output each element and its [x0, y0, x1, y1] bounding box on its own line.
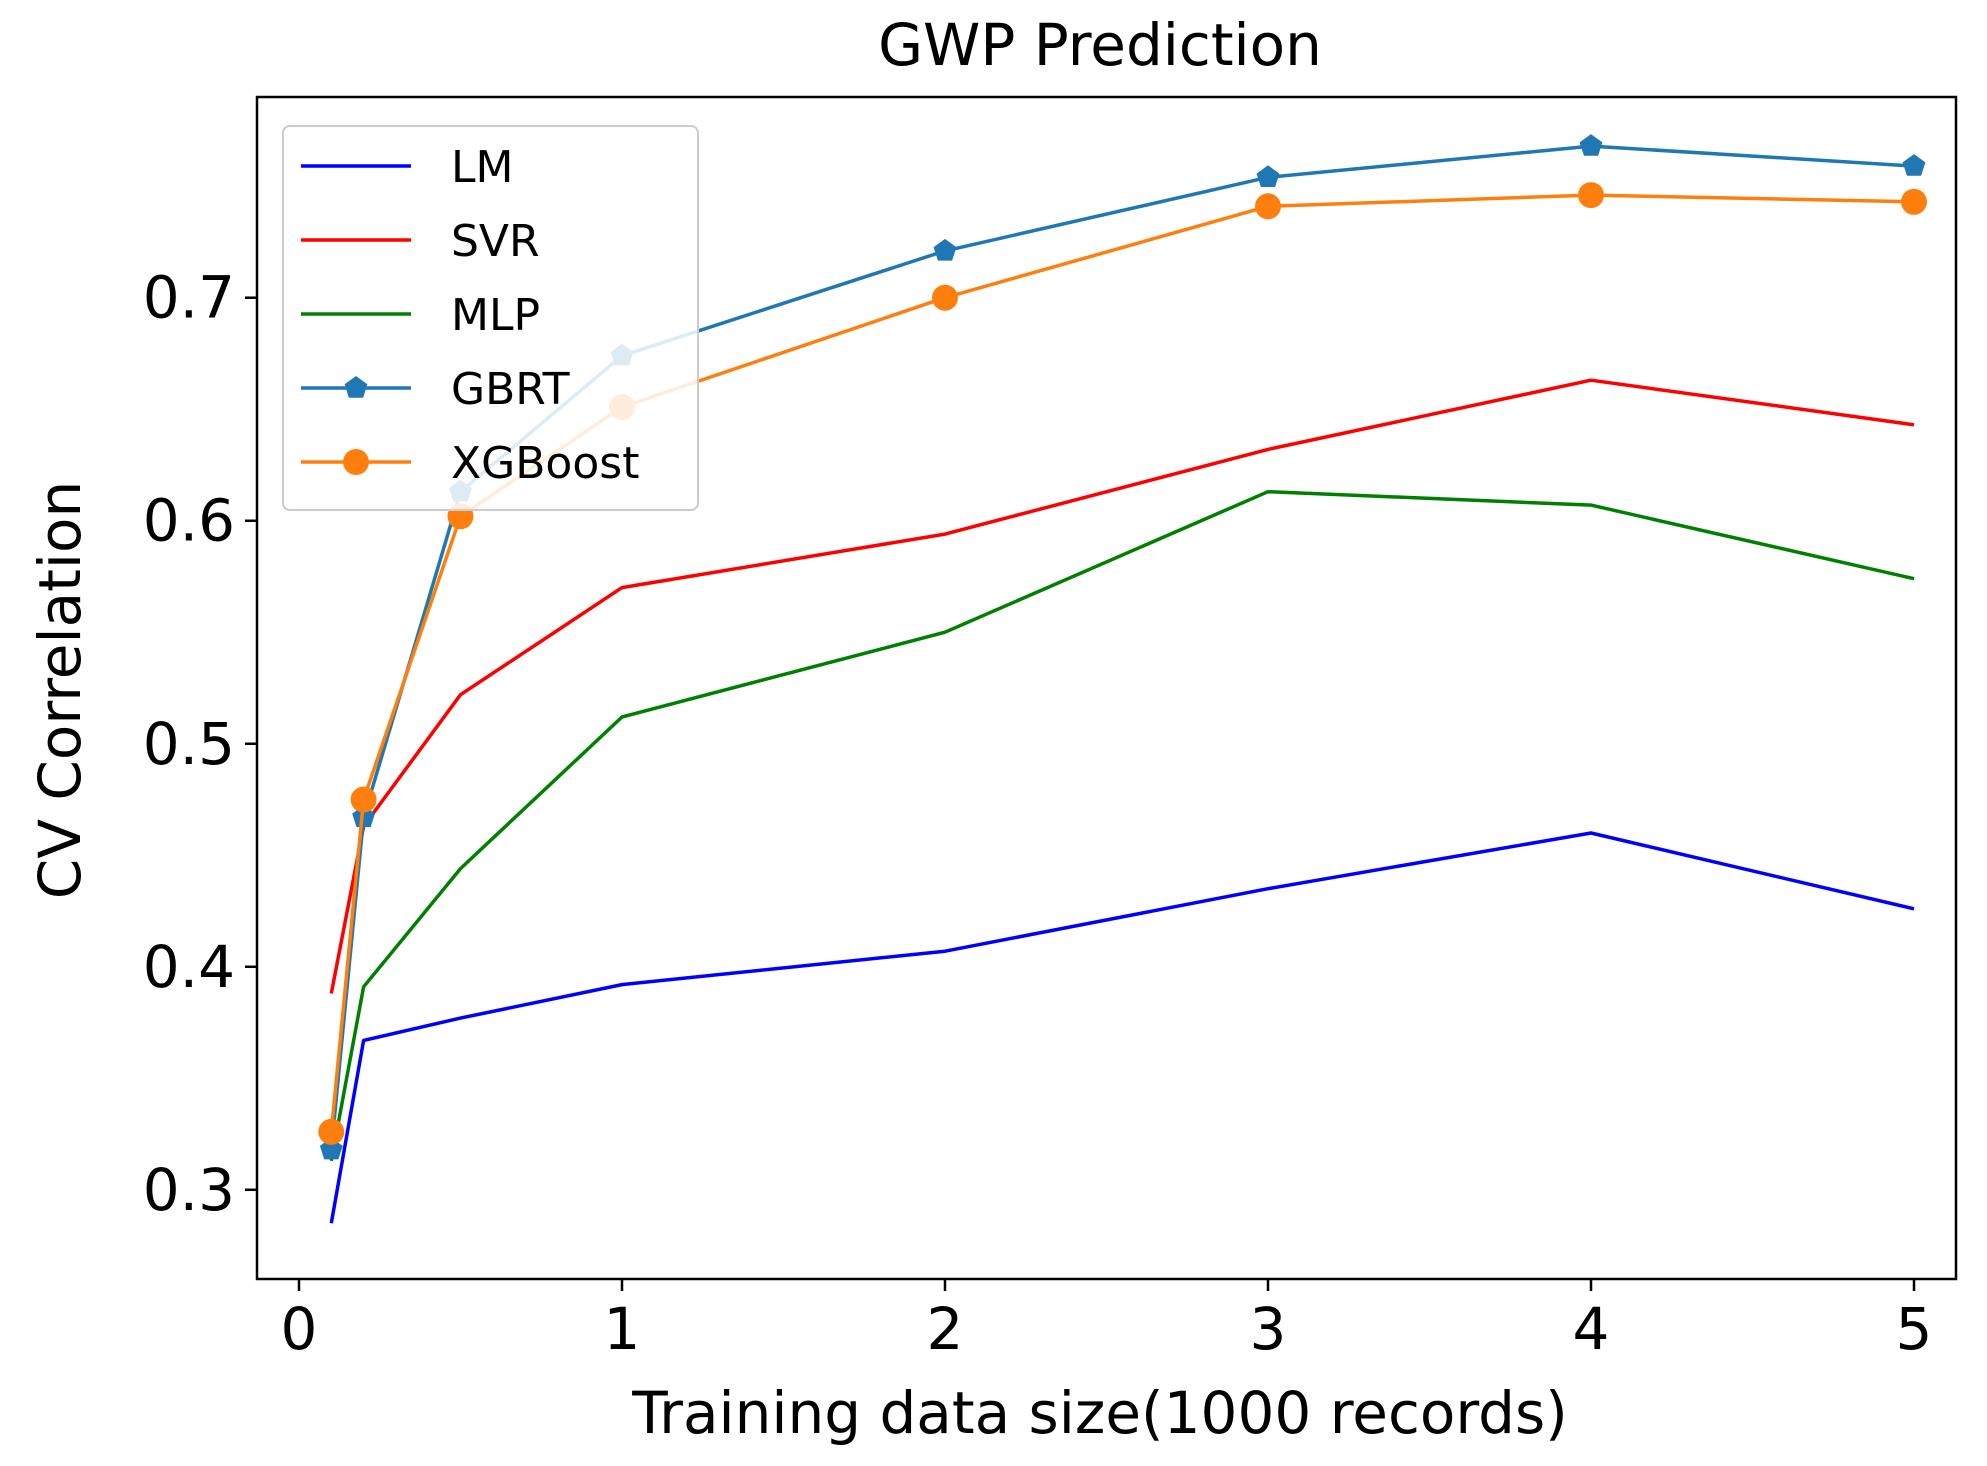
x-tick-label: 4	[1573, 1295, 1610, 1363]
x-tick-label: 5	[1896, 1295, 1933, 1363]
series-svr	[329, 378, 1915, 994]
data-point-xgboost	[931, 284, 958, 311]
data-point-xgboost	[1578, 182, 1605, 209]
data-point-gbrt	[1902, 154, 1926, 176]
series-mlp	[329, 489, 1915, 1162]
chart-title: GWP Prediction	[878, 11, 1322, 79]
legend-label-xgboost: XGBoost	[451, 438, 639, 489]
x-axis: 0 1 2 3 4 5	[281, 1279, 1933, 1363]
data-point-xgboost	[1901, 188, 1928, 215]
series-line-svr	[329, 378, 1915, 994]
data-point-xgboost	[1255, 193, 1282, 220]
data-point-gbrt	[933, 238, 957, 261]
x-tick-label: 2	[927, 1295, 964, 1363]
legend-label-gbrt: GBRT	[451, 364, 570, 415]
legend-label-mlp: MLP	[451, 290, 540, 341]
series-line-lm	[329, 831, 1915, 1224]
legend-entry-svr: SVR	[301, 216, 540, 267]
y-axis: 0.3 0.4 0.5 0.6 0.7	[143, 264, 257, 1224]
y-tick-label: 0.7	[143, 264, 235, 332]
y-axis-title: CV Correlation	[26, 481, 94, 899]
legend-marker-xgboost	[343, 449, 369, 475]
series-line-gbrt	[329, 144, 1915, 1150]
legend-marker-gbrt	[344, 376, 368, 398]
y-tick-label: 0.3	[143, 1156, 235, 1224]
legend-entry-xgboost: XGBoost	[301, 438, 639, 489]
data-point-xgboost	[318, 1118, 345, 1145]
legend-label-svr: SVR	[451, 216, 540, 267]
series-line-xgboost	[329, 193, 1915, 1132]
series-xgboost	[318, 182, 1928, 1145]
x-tick-label: 3	[1250, 1295, 1287, 1363]
legend: LM SVR MLP GBRT XGBoost	[282, 125, 699, 511]
legend-entry-lm: LM	[301, 142, 513, 193]
y-tick-label: 0.6	[143, 487, 235, 555]
data-point-gbrt	[1256, 165, 1280, 187]
legend-entry-mlp: MLP	[301, 290, 540, 341]
x-tick-label: 1	[604, 1295, 641, 1363]
y-tick-label: 0.5	[143, 710, 235, 778]
legend-box	[282, 125, 699, 511]
plot-frame	[255, 95, 1958, 1281]
data-point-gbrt	[1579, 134, 1603, 156]
x-tick-label: 0	[281, 1295, 318, 1363]
x-axis-title: Training data size(1000 records)	[631, 1379, 1568, 1447]
data-point-xgboost	[350, 786, 377, 813]
legend-entry-gbrt: GBRT	[301, 364, 570, 415]
y-tick-label: 0.4	[143, 933, 235, 1001]
legend-label-lm: LM	[451, 142, 513, 193]
series-lm	[329, 831, 1915, 1224]
series-line-mlp	[329, 489, 1915, 1162]
